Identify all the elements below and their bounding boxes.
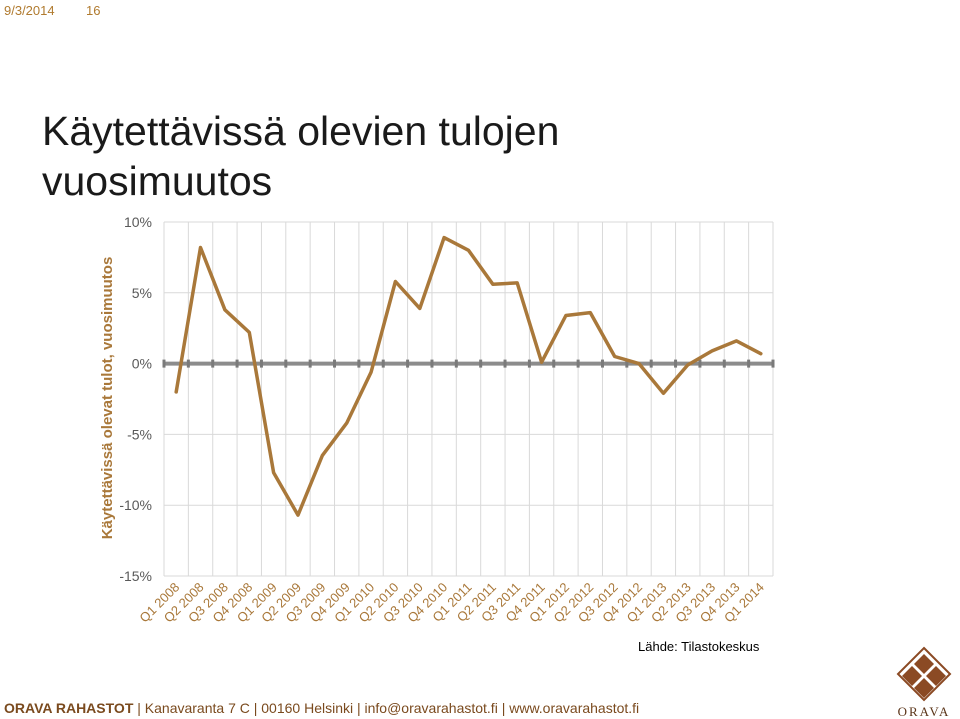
logo-text: ORAVA (898, 704, 951, 718)
zero-tick (552, 359, 556, 368)
zero-tick (674, 359, 678, 368)
series-line (174, 235, 763, 517)
y-axis-label: Käytettävissä olevat tulot, vuosimuutos (99, 257, 116, 540)
zero-tick (649, 359, 653, 368)
zero-tick (771, 359, 775, 368)
slide-header: 9/3/2014 16 (0, 0, 960, 22)
zero-tick (722, 359, 726, 368)
zero-tick (747, 359, 751, 368)
footer-contact: | Kanavaranta 7 C | 00160 Helsinki | inf… (133, 700, 640, 716)
y-tick-label: -15% (119, 568, 152, 584)
y-tick-labels: 10% 5% 0% -5% -10% -15% (119, 214, 152, 584)
zero-tick (186, 359, 190, 368)
zero-tick (698, 359, 702, 368)
zero-tick (625, 359, 629, 368)
y-tick-label: -10% (119, 497, 152, 513)
chart-series (174, 235, 763, 517)
zero-tick (527, 359, 531, 368)
zero-tick (430, 359, 434, 368)
slide-date: 9/3/2014 (4, 3, 55, 18)
zero-tick (576, 359, 580, 368)
zero-axis (162, 359, 775, 368)
zero-tick (357, 359, 361, 368)
zero-tick (381, 359, 385, 368)
zero-tick (333, 359, 337, 368)
zero-tick (308, 359, 312, 368)
zero-tick (503, 359, 507, 368)
zero-tick (162, 359, 166, 368)
source-note: Lähde: Tilastokeskus (638, 639, 760, 654)
zero-tick (406, 359, 410, 368)
zero-tick (479, 359, 483, 368)
orava-diamond-logo-icon: ORAVA (896, 646, 952, 718)
zero-tick (211, 359, 215, 368)
footer-brand: ORAVA RAHASTOT (4, 700, 134, 716)
zero-tick (235, 359, 239, 368)
zero-tick (600, 359, 604, 368)
footer: ORAVA RAHASTOT | Kanavaranta 7 C | 00160… (4, 700, 639, 716)
zero-tick (454, 359, 458, 368)
slide-number: 16 (86, 3, 101, 18)
zero-tick (284, 359, 288, 368)
zero-tick (259, 359, 263, 368)
slide-title: Käytettävissä olevien tulojen vuosimuuto… (42, 108, 560, 204)
y-tick-label: 0% (132, 356, 152, 372)
chart-grid (163, 221, 774, 577)
y-tick-label: 10% (124, 214, 152, 230)
y-tick-label: 5% (132, 285, 152, 301)
y-tick-label: -5% (127, 426, 152, 442)
